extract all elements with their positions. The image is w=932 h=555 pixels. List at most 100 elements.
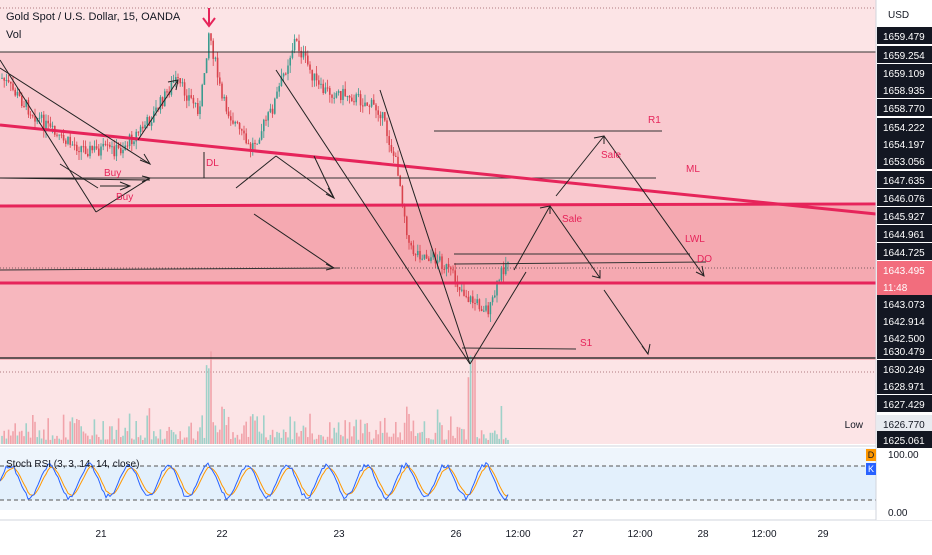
annotation-buy-1[interactable]: Buy	[104, 168, 121, 179]
volume-bar	[98, 436, 100, 444]
candle-body	[353, 101, 355, 103]
volume-bar	[384, 417, 386, 444]
volume-bar	[80, 426, 82, 444]
symbol-title[interactable]: Gold Spot / U.S. Dollar, 15, OANDA	[6, 11, 181, 23]
price-tag-label: 1654.222	[883, 123, 925, 134]
price-tag-label: 1659.254	[883, 51, 925, 62]
time-tick-label: 12:00	[627, 529, 652, 540]
volume-indicator-label[interactable]: Vol	[6, 29, 22, 41]
candle-body	[25, 99, 27, 107]
candle-body	[388, 136, 390, 145]
volume-bar	[245, 421, 247, 444]
candle-body	[289, 57, 291, 66]
price-tag-bg	[877, 171, 932, 188]
level-line-do[interactable]	[453, 261, 707, 265]
upper-zone	[0, 52, 876, 206]
annotation-s1[interactable]: S1	[580, 338, 593, 349]
candle-body	[100, 146, 102, 156]
candle-body	[71, 144, 74, 146]
candle-body	[370, 99, 373, 107]
candle-body	[296, 39, 298, 41]
volume-bar	[159, 429, 162, 444]
annotation-r1[interactable]: R1	[648, 115, 661, 126]
time-axis-labels[interactable]: 21 22 23 26 12:00 27 12:00 28 12:00 29	[95, 529, 829, 540]
annotation-buy-2[interactable]: Buy	[116, 192, 133, 203]
volume-bar	[232, 432, 234, 444]
candle-body	[157, 107, 159, 110]
price-tag-bg	[877, 261, 932, 278]
candle-body	[65, 140, 67, 144]
volume-bar	[73, 423, 76, 444]
candle-body	[285, 73, 287, 75]
volume-bar	[452, 435, 454, 444]
candle-body	[87, 153, 89, 157]
candle-body	[469, 296, 472, 303]
volume-bar	[430, 439, 432, 444]
candle-body	[408, 235, 410, 243]
candle-body	[452, 269, 454, 271]
candle-body	[322, 83, 324, 94]
annotation-ml[interactable]: ML	[686, 164, 700, 175]
volume-bar	[216, 432, 219, 444]
candle-body	[271, 108, 274, 114]
volume-bar	[340, 434, 342, 444]
candle-body	[395, 155, 397, 157]
volume-bar	[87, 435, 89, 444]
volume-bar	[161, 439, 164, 444]
candle-body	[318, 80, 320, 85]
level-line-s1[interactable]	[461, 347, 577, 350]
volume-bar	[131, 438, 133, 444]
volume-bar	[190, 422, 192, 444]
candle-body	[445, 264, 448, 270]
price-tag-bg	[877, 189, 932, 206]
candle-body	[45, 120, 47, 131]
drawing-lines[interactable]	[0, 59, 705, 365]
candle-body	[159, 97, 162, 110]
volume-bar	[164, 438, 166, 444]
candle-body	[441, 256, 443, 269]
red-trendline-descending[interactable]	[0, 123, 877, 216]
candle-body	[498, 280, 500, 282]
volume-bar	[392, 433, 395, 444]
volume-bar	[36, 437, 38, 444]
candle-body	[12, 83, 14, 90]
candle-body	[113, 146, 115, 157]
annotation-dl[interactable]: DL	[206, 158, 219, 169]
volume-bar	[487, 439, 489, 444]
volume-bar	[355, 419, 357, 444]
level-line-mid[interactable]	[0, 267, 341, 271]
lower-zone	[0, 284, 876, 360]
candle-body	[69, 136, 71, 145]
price-tag-bg	[877, 135, 932, 152]
candle-body	[368, 105, 371, 107]
volume-bar	[296, 432, 298, 444]
annotation-sale-2[interactable]: Sale	[562, 214, 582, 225]
volume-bar	[18, 431, 21, 444]
price-tag-label: 1642.914	[883, 317, 925, 328]
volume-bar	[51, 435, 54, 444]
volume-bar	[153, 431, 155, 444]
volume-bar	[219, 429, 221, 444]
annotation-sale-1[interactable]: Sale	[601, 150, 621, 161]
price-tag-label: 1630.249	[883, 365, 925, 376]
volume-bar	[208, 368, 210, 444]
candle-body	[256, 143, 258, 145]
stoch-rsi-label[interactable]: Stoch RSI (3, 3, 14, 14, close)	[6, 459, 140, 470]
red-down-arrow-icon	[202, 8, 216, 28]
volume-bar	[223, 408, 225, 444]
time-tick-label: 23	[333, 529, 345, 540]
volume-bar	[14, 423, 16, 444]
price-tag-label: 1643.073	[883, 300, 925, 311]
annotation-do[interactable]: DO	[697, 254, 712, 265]
red-level-upper[interactable]	[0, 202, 877, 208]
annotation-lwl[interactable]: LWL	[685, 234, 705, 245]
candle-body	[293, 39, 296, 51]
price-tag-bg	[877, 342, 932, 359]
volume-bar	[456, 426, 459, 444]
volume-bar	[60, 439, 63, 444]
price-tag-label: 1643.495	[883, 266, 925, 277]
volume-bar	[133, 439, 135, 444]
volume-bar	[302, 425, 305, 444]
candle-body	[139, 126, 142, 133]
